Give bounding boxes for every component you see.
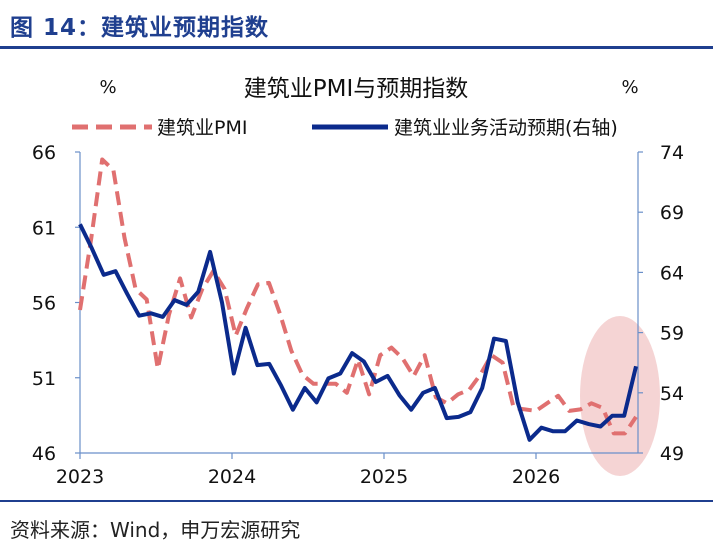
left-tick-label: 66 (32, 142, 56, 164)
left-tick-label: 61 (32, 217, 56, 239)
right-axis-unit: % (621, 77, 638, 98)
x-tick-label: 2026 (512, 466, 560, 488)
right-tick-label: 74 (660, 142, 684, 164)
chart-title: 建筑业PMI与预期指数 (244, 76, 469, 102)
legend-pmi-label: 建筑业PMI (157, 117, 247, 139)
title-rule (0, 46, 713, 49)
left-tick-label: 46 (32, 443, 56, 465)
legend-expectation-label: 建筑业业务活动预期(右轴) (394, 117, 618, 139)
right-tick-label: 59 (660, 323, 684, 345)
x-tick-label: 2025 (360, 466, 408, 488)
left-tick-label: 56 (32, 293, 56, 315)
legend: 建筑业PMI 建筑业业务活动预期(右轴) (72, 117, 618, 139)
right-tick-label: 49 (660, 443, 684, 465)
highlight-ellipse (580, 316, 660, 476)
series-pmi-line (78, 157, 638, 436)
right-tick-label: 54 (660, 383, 684, 405)
source-rule (0, 500, 713, 502)
figure-title: 图 14：建筑业预期指数 (10, 15, 270, 41)
x-tick-label: 2024 (208, 466, 256, 488)
chart: 建筑业PMI与预期指数 % % 建筑业PMI 建筑业业务活动预期(右轴) 666… (32, 76, 684, 488)
right-tick-label: 69 (660, 202, 684, 224)
left-axis-unit: % (99, 77, 116, 98)
right-tick-label: 64 (660, 262, 684, 284)
axes: 66 61 56 51 46 74 69 64 59 54 49 2023 2024 2025 2026 (32, 142, 684, 488)
series-layer (78, 157, 638, 442)
source-note: 资料来源：Wind，申万宏源研究 (10, 518, 301, 542)
series-expectation-line (78, 223, 638, 442)
x-tick-label: 2023 (56, 466, 104, 488)
left-tick-label: 51 (32, 368, 56, 390)
